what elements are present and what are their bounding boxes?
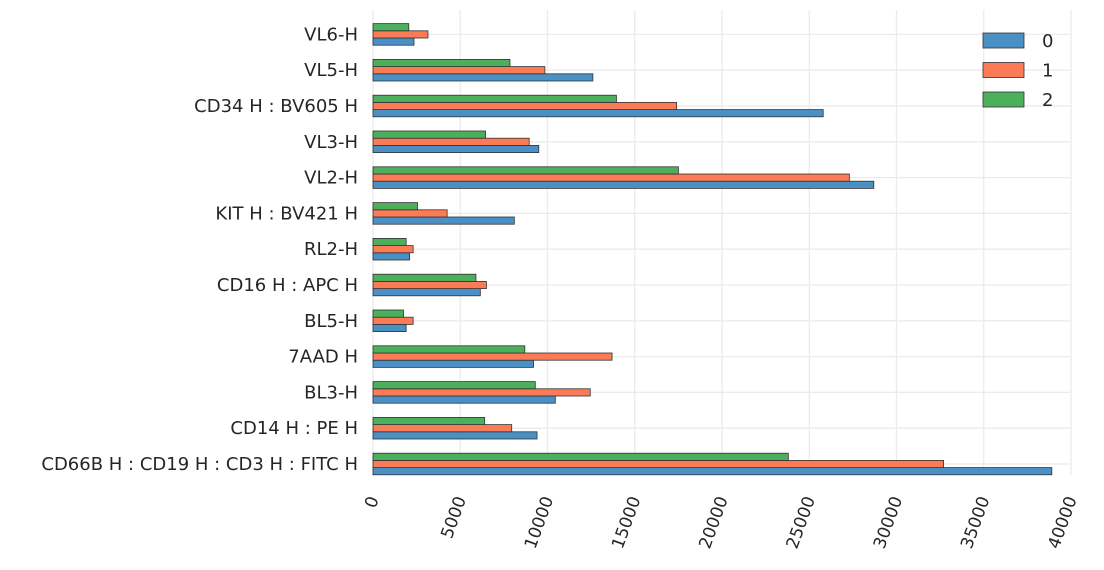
bar-series-1 xyxy=(372,102,678,111)
legend-swatch-1 xyxy=(982,62,1025,78)
bars xyxy=(372,23,1053,476)
category-label: VL3-H xyxy=(304,132,358,153)
bar-series-2 xyxy=(372,130,486,139)
bar-series-2 xyxy=(372,94,617,103)
bar-series-0 xyxy=(372,37,415,46)
bar-series-2 xyxy=(372,381,536,390)
bar-series-0 xyxy=(372,180,875,189)
category-labels: CD66B H : CD19 H : CD3 H : FITC H CD14 H … xyxy=(41,24,358,475)
category-label: 7AAD H xyxy=(288,347,358,368)
x-tick-label: 5000 xyxy=(437,494,471,541)
bar-series-1 xyxy=(372,459,945,468)
bar-series-1 xyxy=(372,388,591,397)
bar-series-2 xyxy=(372,452,789,461)
bar-series-0 xyxy=(372,467,1053,476)
bar-series-0 xyxy=(372,216,515,225)
category-label: VL5-H xyxy=(304,60,358,81)
bar-series-1 xyxy=(372,245,414,254)
bar-series-2 xyxy=(372,416,486,425)
bar-series-1 xyxy=(372,280,487,289)
x-tick-label: 15000 xyxy=(608,494,645,552)
bar-series-1 xyxy=(372,30,429,39)
bar-series-2 xyxy=(372,59,511,68)
x-tick-label: 40000 xyxy=(1044,494,1081,552)
legend: 0 1 2 xyxy=(982,31,1053,111)
bar-series-0 xyxy=(372,109,824,118)
bar-series-2 xyxy=(372,237,407,246)
category-label: CD34 H : BV605 H xyxy=(194,96,358,117)
bar-series-2 xyxy=(372,273,477,282)
bar-series-0 xyxy=(372,144,540,153)
bar-series-2 xyxy=(372,345,526,354)
category-label: BL3-H xyxy=(304,382,358,403)
x-tick-label: 20000 xyxy=(695,494,732,552)
category-label: CD14 H : PE H xyxy=(230,418,358,439)
bar-series-0 xyxy=(372,323,407,332)
legend-label: 2 xyxy=(1042,90,1053,111)
x-tick-label: 10000 xyxy=(521,494,558,552)
bar-series-0 xyxy=(372,359,534,368)
bar-series-1 xyxy=(372,137,530,146)
category-label: RL2-H xyxy=(304,239,358,260)
bar-series-1 xyxy=(372,66,546,75)
bar-series-2 xyxy=(372,202,418,211)
x-tick-label: 25000 xyxy=(783,494,820,552)
category-label: KIT H : BV421 H xyxy=(215,203,358,224)
x-tick-label: 35000 xyxy=(957,494,994,552)
category-label: BL5-H xyxy=(304,311,358,332)
category-label: VL6-H xyxy=(304,24,358,45)
bar-series-1 xyxy=(372,173,850,182)
legend-swatch-0 xyxy=(982,32,1025,49)
legend-label: 0 xyxy=(1042,31,1053,52)
bar-series-2 xyxy=(372,166,679,175)
bar-series-2 xyxy=(372,309,404,318)
x-tick-label: 30000 xyxy=(870,494,907,552)
bar-series-0 xyxy=(372,288,481,297)
bar-series-1 xyxy=(372,352,613,361)
bar-series-1 xyxy=(372,424,513,433)
bar-series-0 xyxy=(372,252,411,261)
category-label: CD16 H : APC H xyxy=(217,275,358,296)
bar-series-0 xyxy=(372,73,594,82)
x-axis-ticks: 0 5000 10000 15000 20000 25000 30000 35000 40000 xyxy=(361,494,1081,552)
bar-series-1 xyxy=(372,316,414,325)
bar-series-0 xyxy=(372,395,556,404)
x-tick-label: 0 xyxy=(361,494,383,511)
bar-series-2 xyxy=(372,23,410,32)
bar-series-1 xyxy=(372,209,448,218)
bar-series-0 xyxy=(372,431,538,440)
legend-swatch-2 xyxy=(982,91,1025,108)
legend-label: 1 xyxy=(1042,61,1053,82)
category-label: CD66B H : CD19 H : CD3 H : FITC H xyxy=(41,454,358,475)
category-label: VL2-H xyxy=(304,168,358,189)
